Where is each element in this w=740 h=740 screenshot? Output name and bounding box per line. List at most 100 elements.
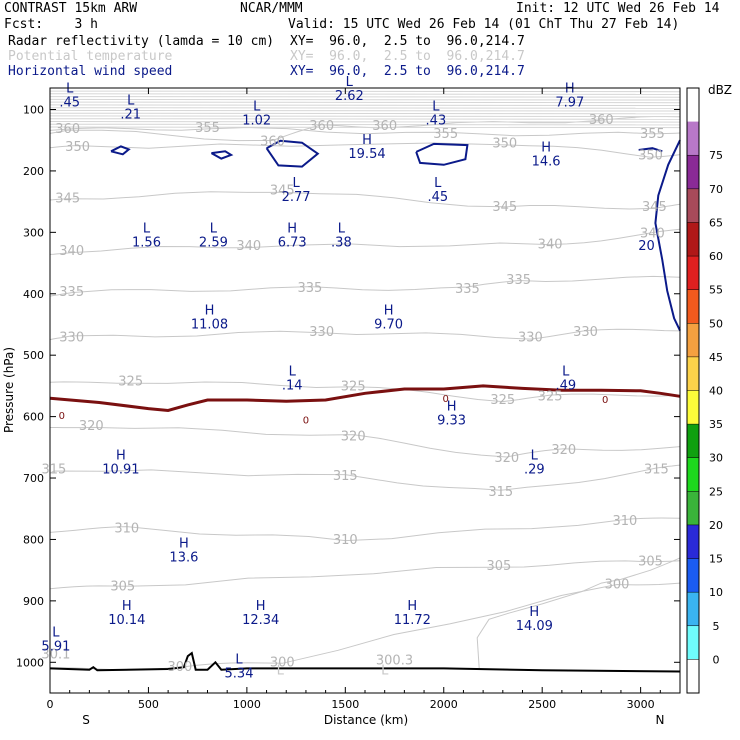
reflectivity-contour-label: 0 xyxy=(443,394,449,405)
theta-contour-label: 340 xyxy=(538,238,563,253)
y-tick-label: 700 xyxy=(23,472,44,485)
theta-contour-label: 315 xyxy=(333,469,358,484)
y-tick-label: 100 xyxy=(23,103,44,116)
contour-labels: 360 355 360 360 360 355 360 355 350 350 350 345 345 3… xyxy=(41,113,668,675)
colorbar-swatch xyxy=(687,323,699,358)
axes: 0 500 1000 1500 2000 2500 30001002003004005006… xyxy=(16,88,680,711)
field-wind-xy: XY= 96.0, 2.5 to 96.0,214.7 xyxy=(290,64,525,79)
wind-contour-20 xyxy=(654,139,681,332)
theta-contour-label: 300 xyxy=(270,655,295,670)
theta-contour-label: 330 xyxy=(573,325,598,340)
reflectivity-contour-label: 0 xyxy=(303,416,309,427)
wind-maximum-marker: H xyxy=(287,221,297,236)
init-time: Init: 12 UTC Wed 26 Feb 14 xyxy=(516,1,720,16)
theta-contour-label: 30.1 xyxy=(41,647,70,662)
colorbar-swatch xyxy=(687,356,699,391)
theta-contour-label: 360 xyxy=(372,119,397,134)
theta-contour-label: 300.3 xyxy=(376,653,413,668)
theta-contour-label: 345 xyxy=(642,200,667,215)
extremum-value: 6.73 xyxy=(278,235,307,250)
theta-contour-label: 345 xyxy=(270,184,295,199)
wind-minimum-marker: L xyxy=(346,75,354,90)
wind-minimum-marker: L xyxy=(253,100,261,115)
colorbar-level-label: 45 xyxy=(709,351,723,364)
x-tick-label: 1000 xyxy=(233,698,261,711)
extremum-value: .38 xyxy=(331,235,352,250)
field-theta-xy: XY= 96.0, 2.5 to 96.0,214.7 xyxy=(290,49,525,64)
extremum-value: .49 xyxy=(555,379,576,394)
theta-contour-label: 310 xyxy=(114,521,139,536)
colorbar-level-label: 15 xyxy=(709,553,723,566)
theta-contour-label: 320 xyxy=(494,451,519,466)
field-reflectivity-xy: XY= 96.0, 2.5 to 96.0,214.7 xyxy=(290,34,525,49)
theta-contour-label: 345 xyxy=(55,192,80,207)
theta-contour-label: 340 xyxy=(59,244,84,259)
theta-contour-335 xyxy=(49,275,681,297)
colorbar: 0 5 10 15 20 25 30 35 40 45 50 55 60 65 70 75 xyxy=(686,87,723,694)
theta-contour-300 xyxy=(476,557,681,669)
colorbar-level-label: 30 xyxy=(709,452,723,465)
extremum-value: 7.97 xyxy=(555,95,584,110)
theta-contour-label: 300 xyxy=(605,577,630,592)
colorbar-swatch xyxy=(687,625,699,660)
wind-maximum-marker: H xyxy=(122,599,132,614)
wind-maximum-marker: H xyxy=(205,304,215,319)
extremum-value: 12.34 xyxy=(242,613,279,628)
theta-contour-label: 305 xyxy=(110,580,135,595)
wind-contour-20 xyxy=(265,139,320,168)
x-tick-label: 500 xyxy=(138,698,159,711)
wind-maximum-marker: H xyxy=(529,605,539,620)
colorbar-swatch xyxy=(687,558,699,593)
theta-contour-label: 355 xyxy=(195,121,220,136)
theta-contour-label: 350 xyxy=(65,140,90,155)
theta-contour-upper xyxy=(49,96,681,98)
extremum-value: .14 xyxy=(282,379,303,394)
wind-minimum-marker: L xyxy=(292,176,300,191)
extremum-value: .45 xyxy=(59,95,80,110)
y-tick-label: 600 xyxy=(23,411,44,424)
wind-minimum-marker: L xyxy=(210,221,218,236)
extremum-value: .21 xyxy=(120,108,141,123)
theta-contour-345 xyxy=(49,191,681,210)
colorbar-swatch xyxy=(687,121,699,156)
colorbar-swatch xyxy=(687,424,699,459)
valid-time: Valid: 15 UTC Wed 26 Feb 14 (01 ChT Thu … xyxy=(288,17,680,32)
theta-contour-label: 345 xyxy=(492,200,517,215)
colorbar-label: dBZ xyxy=(708,83,732,97)
wind-contour-20 xyxy=(638,147,663,153)
theta-contour-label: 330 xyxy=(59,330,84,345)
extremum-value: 5.34 xyxy=(225,667,254,682)
wind-minimum-marker: L xyxy=(277,664,285,679)
colorbar-level-label: 10 xyxy=(709,586,723,599)
theta-contour-label: 360 xyxy=(589,113,614,128)
theta-contour-label: 325 xyxy=(490,393,515,408)
colorbar-swatch xyxy=(687,457,699,492)
theta-contour-label: 350 xyxy=(638,149,663,164)
theta-contour-label: 340 xyxy=(640,227,665,242)
x-tick-label: 1500 xyxy=(331,698,359,711)
wind-minimum-marker: L xyxy=(338,221,346,236)
y-tick-label: 900 xyxy=(23,595,44,608)
theta-contour-label: 340 xyxy=(236,239,261,254)
theta-contour-upper xyxy=(49,107,681,109)
wind-minimum-marker: L xyxy=(562,365,570,380)
theta-contour-330 xyxy=(49,328,681,341)
theta-contour-label: 320 xyxy=(341,429,366,444)
colorbar-level-label: 25 xyxy=(709,485,723,498)
wind-maximum-marker: H xyxy=(565,81,575,96)
theta-contour-upper xyxy=(49,98,681,101)
extremum-value: 2.62 xyxy=(335,89,364,104)
terrain-line xyxy=(49,651,681,673)
extremum-value: 11.08 xyxy=(191,318,228,333)
wind-contour-20 xyxy=(110,145,131,156)
extremum-value: 5.91 xyxy=(41,640,70,655)
wind-maximum-marker: H xyxy=(541,140,551,155)
wind-contour-20 xyxy=(210,150,234,160)
theta-contour-label: 305 xyxy=(638,555,663,570)
reflectivity-contour-0 xyxy=(49,384,681,413)
y-tick-label: 500 xyxy=(23,349,44,362)
extremum-value: 10.14 xyxy=(108,613,145,628)
y-axis-label: Pressure (hPa) xyxy=(2,347,16,433)
wind-maximum-marker: H xyxy=(384,304,394,319)
